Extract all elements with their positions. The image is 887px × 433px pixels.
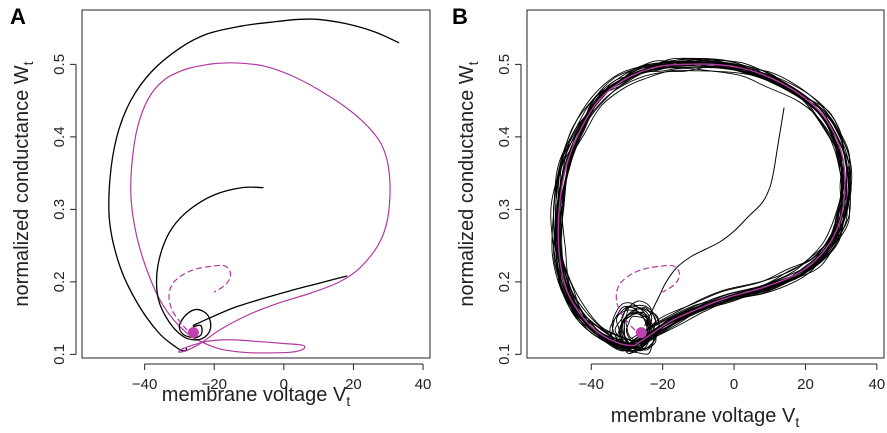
x-axis-title-text-a: membrane voltage V	[162, 384, 347, 406]
y-tick-label-a: 0.4	[51, 126, 68, 147]
noisy-trajectory-b	[559, 67, 843, 343]
plot-frame-a	[81, 9, 431, 359]
x-axis-title-text-b: membrane voltage V	[611, 405, 796, 427]
axes-a: −40 −20 0 20 40 0.1 0.2 0.3 0.4 0.5	[51, 54, 431, 393]
y-tick-label-b: 0.5	[496, 54, 513, 75]
y-tick-label-b: 0.2	[496, 271, 513, 292]
fixed-point-cluster-b	[625, 313, 652, 342]
x-tick-label-a: 40	[415, 376, 432, 393]
y-axis-title-a: normalized conductance Wt	[11, 61, 36, 306]
y-tick-label-a: 0.3	[51, 199, 68, 220]
fixed-point-cluster-b	[615, 305, 660, 355]
y-axis-title-text-a: normalized conductance W	[11, 65, 33, 306]
series-line-a-4	[192, 275, 348, 327]
fixed-point-cluster-b	[620, 300, 660, 352]
y-tick-label-b: 0.1	[496, 344, 513, 365]
y-tick-label-a: 0.5	[51, 54, 68, 75]
x-axis-title-sub-b: t	[795, 414, 799, 430]
y-tick-label-b: 0.4	[496, 126, 513, 147]
fixed-point-cluster-b	[619, 308, 655, 352]
x-tick-label-a: −20	[202, 376, 227, 393]
limit-cycle-line-b	[557, 63, 846, 347]
axes-b: −40 −20 0 20 40 0.1 0.2 0.3 0.4 0.5	[496, 54, 885, 393]
fixed-point-cluster-b	[614, 304, 661, 354]
series-line-a-1	[130, 62, 391, 354]
y-tick-label-b: 0.3	[496, 199, 513, 220]
x-axis-title-sub-a: t	[346, 393, 350, 409]
noisy-trajectory-b	[557, 65, 846, 348]
x-tick-label-b: 40	[869, 376, 886, 393]
x-tick-label-b: −40	[579, 376, 604, 393]
y-axis-title-sub-b: t	[465, 61, 481, 65]
y-tick-label-a: 0.1	[51, 344, 68, 365]
x-axis-title-a: membrane voltage Vt	[162, 384, 351, 409]
x-tick-label-a: −40	[132, 376, 157, 393]
fixed-point-marker-a	[187, 327, 199, 339]
x-tick-label-b: 0	[730, 376, 738, 393]
noisy-trajectory-b	[557, 66, 846, 346]
x-tick-label-b: −20	[650, 376, 675, 393]
x-tick-label-b: 20	[797, 376, 814, 393]
series-line-a-2	[155, 186, 264, 341]
series-line-a-3	[168, 264, 232, 337]
fixed-point-cluster-b	[622, 311, 653, 350]
x-axis-title-b: membrane voltage Vt	[611, 405, 800, 430]
y-axis-title-b: normalized conductance Wt	[456, 61, 481, 306]
excursion-line-b	[644, 107, 785, 326]
x-tick-label-a: 0	[280, 376, 288, 393]
fixed-point-cluster-b	[611, 302, 651, 352]
plot-frame-b	[526, 9, 885, 359]
dashed-separatrix-b	[615, 264, 680, 337]
panel-a: A −40 −20 0 20 40 0.1 0.2 0.3 0.4 0.5 membrane vo…	[10, 4, 431, 409]
series-group-b	[550, 57, 853, 355]
fixed-point-marker-b	[635, 327, 647, 339]
panel-b: B −40 −20 0 20 40 0.1 0.2 0.3 0.4 0.5 membrane vo…	[452, 4, 885, 430]
y-axis-title-sub-a: t	[20, 61, 36, 65]
fixed-point-cluster-b	[609, 305, 651, 350]
fixed-point-cluster-b	[610, 309, 649, 353]
panel-label-b: B	[452, 4, 468, 29]
panel-label-a: A	[10, 4, 26, 29]
series-line-a-0	[108, 18, 400, 352]
y-axis-title-text-b: normalized conductance W	[456, 65, 478, 306]
y-tick-label-a: 0.2	[51, 271, 68, 292]
series-group-a	[108, 18, 400, 354]
x-tick-label-a: 20	[345, 376, 362, 393]
